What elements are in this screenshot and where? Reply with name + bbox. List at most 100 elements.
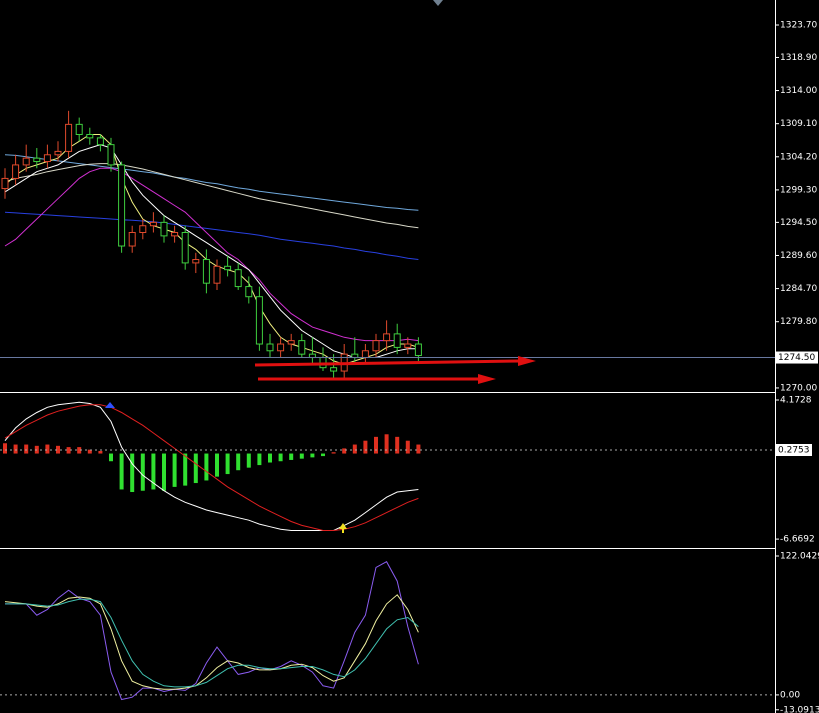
candle-body xyxy=(330,367,338,372)
arrow-head xyxy=(478,374,496,384)
y-tick-label: 1318.90 xyxy=(780,53,817,63)
candle-body xyxy=(383,333,391,342)
candle-body xyxy=(192,259,200,264)
candle-body xyxy=(107,144,115,166)
indicator-line xyxy=(4,401,419,531)
candle-body xyxy=(43,154,51,163)
histogram-bar xyxy=(416,444,421,454)
candle-body xyxy=(1,177,9,190)
y-tick-label: 1323.70 xyxy=(780,21,817,31)
candle-body xyxy=(86,133,94,139)
histogram-bar xyxy=(257,453,262,466)
candle-body xyxy=(393,333,401,348)
histogram-bar xyxy=(215,453,219,477)
candle-body xyxy=(266,343,274,352)
histogram-bar xyxy=(119,453,124,490)
y-tick-label: 1299.30 xyxy=(780,185,817,195)
candle-body xyxy=(139,225,147,233)
histogram-bar xyxy=(56,445,60,454)
candle-body xyxy=(361,350,369,359)
histogram-bar xyxy=(342,448,347,454)
y-tick-label: 1284.70 xyxy=(780,284,817,294)
candle-body xyxy=(372,340,380,352)
histogram-bar xyxy=(130,453,135,493)
histogram-bar xyxy=(289,453,294,460)
plot-layer: 1323.70 1318.90 1314.00 1309.10 1304.20 1299.… xyxy=(0,21,819,713)
histogram-bar xyxy=(384,434,389,454)
price-label-box xyxy=(776,351,818,364)
y-tick-label: 1289.60 xyxy=(780,251,817,261)
indicator-line xyxy=(5,561,419,701)
indicator-line xyxy=(4,167,419,342)
histogram-bar xyxy=(225,453,230,475)
histogram-bar xyxy=(183,453,188,486)
candle-body xyxy=(414,343,422,357)
indicator-line xyxy=(4,144,419,358)
histogram-bar xyxy=(66,447,71,454)
histogram-bar xyxy=(352,444,357,454)
candle-body xyxy=(351,353,359,359)
candle-body xyxy=(12,164,20,179)
histogram-bar xyxy=(299,453,304,459)
histogram-bar xyxy=(98,450,103,454)
candle-body xyxy=(298,340,306,355)
y-tick-label: 0.00 xyxy=(780,690,800,700)
histogram-bar xyxy=(13,444,18,454)
level-label-box xyxy=(776,444,812,457)
candle-body xyxy=(160,221,168,237)
signal-arrow xyxy=(339,523,347,529)
candle-body xyxy=(54,150,62,156)
level-label: 0.2753 xyxy=(778,446,810,456)
candle-body xyxy=(245,286,253,298)
candle-body xyxy=(65,123,73,152)
histogram-bar xyxy=(321,453,325,457)
indicator-line xyxy=(4,163,419,229)
candle-body xyxy=(33,157,41,163)
y-tick-label: 1309.10 xyxy=(780,119,817,129)
histogram-bar xyxy=(374,436,378,454)
y-tick-label: 1294.50 xyxy=(780,218,817,228)
y-tick-label: 1270.00 xyxy=(780,383,817,393)
candle-body xyxy=(234,269,242,288)
y-tick-label: 1314.00 xyxy=(780,86,817,96)
histogram-bar xyxy=(45,444,50,454)
histogram-bar xyxy=(236,453,241,471)
histogram-bar xyxy=(204,453,209,481)
candle-body xyxy=(128,231,136,247)
histogram-bar xyxy=(363,440,368,454)
histogram-bar xyxy=(162,453,166,491)
histogram-bar xyxy=(109,453,113,462)
indicator-line xyxy=(4,594,419,690)
candle-body xyxy=(277,343,285,352)
candle-body xyxy=(181,231,189,264)
histogram-bar xyxy=(77,447,82,454)
arrow-line xyxy=(254,359,521,367)
histogram-bar xyxy=(278,453,283,462)
candle-body xyxy=(202,259,210,284)
candle-body xyxy=(308,353,316,359)
histogram-bar xyxy=(405,440,410,454)
histogram-bar xyxy=(193,453,198,484)
annotations xyxy=(105,356,536,533)
candle-body xyxy=(96,137,104,146)
signal-arrow xyxy=(105,402,115,408)
y-tick-label: 1279.80 xyxy=(780,317,817,327)
candle-body xyxy=(22,157,30,166)
histogram-bar xyxy=(3,443,7,454)
candle-body xyxy=(149,221,157,227)
y-tick-label: 4.1728 xyxy=(780,395,812,405)
candle-body xyxy=(118,164,126,247)
indicator-line xyxy=(4,404,419,531)
candle-body xyxy=(224,265,232,271)
y-tick-label: -13.0913 xyxy=(780,705,819,713)
candle-body xyxy=(75,123,83,135)
histogram-bar xyxy=(140,453,145,491)
histogram-bar xyxy=(395,436,400,454)
histogram-bar xyxy=(151,453,156,490)
histogram-bar xyxy=(331,452,336,454)
histogram-bar xyxy=(268,453,272,463)
indicator-line xyxy=(4,211,419,260)
indicator-line xyxy=(5,598,419,688)
